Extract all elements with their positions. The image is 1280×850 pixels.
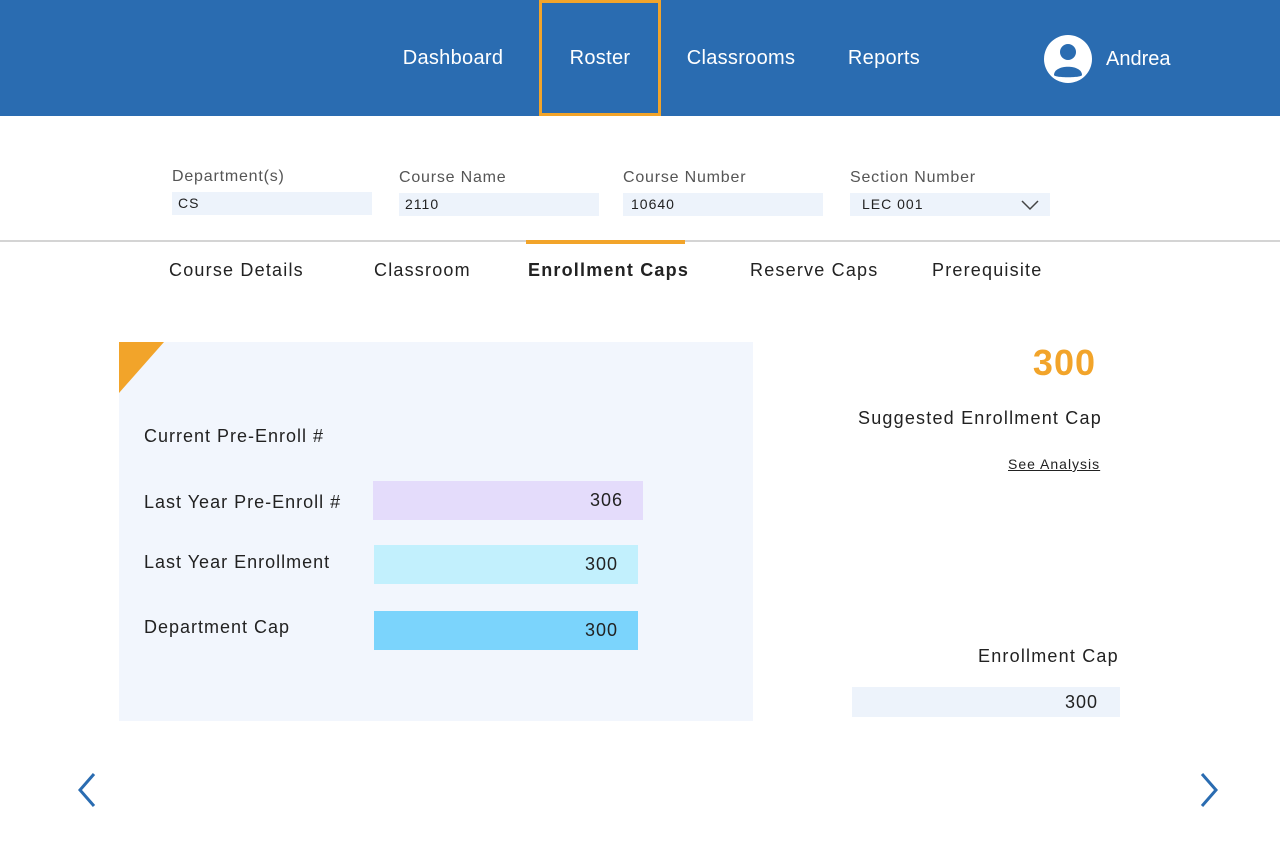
active-tab-indicator (526, 240, 685, 244)
nav-reports[interactable]: Reports (847, 46, 921, 69)
department-label: Department(s) (172, 168, 285, 185)
chevron-left-icon[interactable] (76, 772, 98, 813)
department-field: Department(s) CS (172, 168, 372, 215)
course-number-input[interactable]: 10640 (623, 193, 823, 216)
nav-roster[interactable]: Roster (539, 0, 661, 116)
top-nav-bar: Dashboard Roster Classrooms Reports Andr… (0, 0, 1280, 116)
course-name-input[interactable]: 2110 (399, 193, 599, 216)
course-name-field: Course Name 2110 (399, 169, 599, 216)
suggested-cap-value: 300 (1032, 342, 1096, 383)
tab-enrollment-caps[interactable]: Enrollment Caps (528, 259, 690, 280)
section-number-label: Section Number (850, 169, 976, 186)
enrollment-cap-input[interactable] (852, 687, 1120, 717)
department-input[interactable]: CS (172, 192, 372, 215)
user-name: Andrea (1106, 47, 1171, 70)
last-year-pre-enroll-bar: 306 (373, 481, 643, 520)
tab-prerequisite[interactable]: Prerequisite (932, 259, 1043, 280)
tab-classroom[interactable]: Classroom (374, 259, 471, 280)
section-number-select[interactable]: LEC 001 (850, 193, 1050, 216)
tab-course-details[interactable]: Course Details (169, 259, 304, 280)
current-pre-enroll-label: Current Pre-Enroll # (144, 426, 325, 446)
last-year-pre-enroll-label: Last Year Pre-Enroll # (144, 492, 342, 512)
suggested-cap-label: Suggested Enrollment Cap (858, 408, 1102, 428)
chevron-down-icon (1020, 198, 1040, 217)
enrollment-cap-label: Enrollment Cap (978, 646, 1119, 666)
user-menu[interactable]: Andrea (1044, 35, 1171, 83)
corner-flag-icon (119, 342, 164, 393)
see-analysis-link[interactable]: See Analysis (1008, 456, 1101, 472)
nav-classrooms[interactable]: Classrooms (686, 46, 796, 69)
section-number-value: LEC 001 (850, 193, 1050, 216)
last-year-enrollment-label: Last Year Enrollment (144, 552, 331, 572)
user-avatar-icon (1044, 35, 1092, 83)
section-number-field: Section Number LEC 001 (850, 169, 1050, 216)
course-number-label: Course Number (623, 169, 747, 186)
tab-reserve-caps[interactable]: Reserve Caps (750, 259, 879, 280)
last-year-enrollment-bar: 300 (374, 545, 638, 584)
department-cap-bar: 300 (374, 611, 638, 650)
course-number-field: Course Number 10640 (623, 169, 823, 216)
nav-dashboard[interactable]: Dashboard (402, 46, 504, 69)
enrollment-card: Current Pre-Enroll # Last Year Pre-Enrol… (119, 342, 753, 721)
chevron-right-icon[interactable] (1198, 772, 1220, 813)
course-name-label: Course Name (399, 169, 507, 186)
department-cap-label: Department Cap (144, 617, 291, 637)
